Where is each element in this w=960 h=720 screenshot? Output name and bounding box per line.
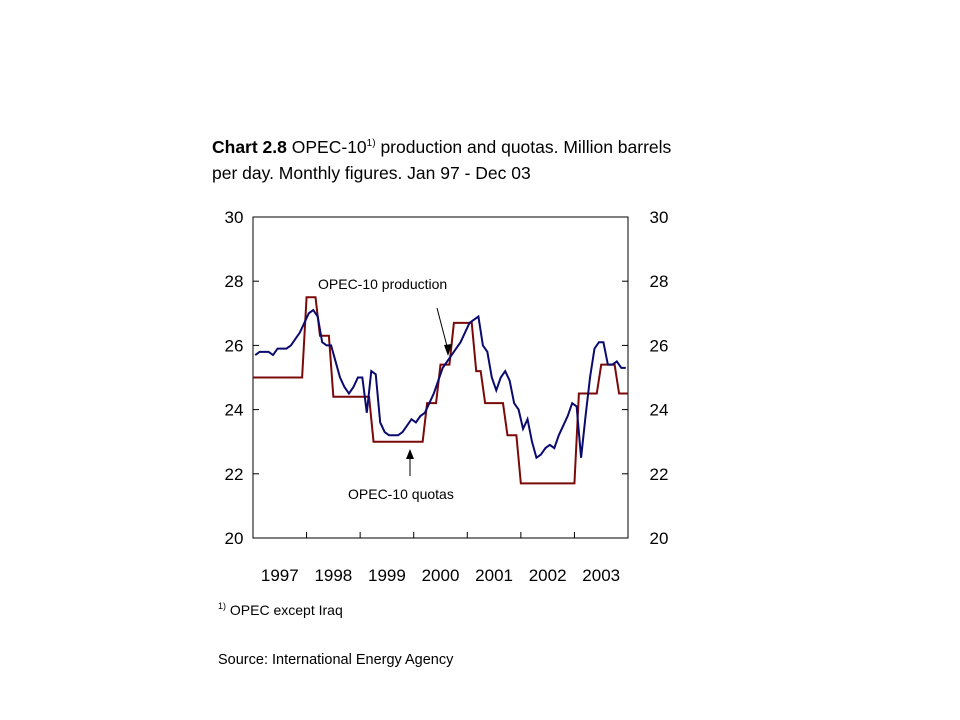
y-tick-label-right: 22 — [650, 465, 669, 484]
title-footnote-marker: 1) — [366, 138, 376, 149]
y-tick-label-left: 26 — [225, 336, 244, 355]
y-tick-label-right: 26 — [650, 336, 669, 355]
x-tick-label: 1998 — [314, 566, 352, 585]
x-tick-label: 1997 — [261, 566, 299, 585]
y-tick-label-right: 24 — [650, 401, 669, 420]
x-axis: 1997 1998 1999 2000 2001 2002 2003 — [261, 532, 620, 585]
x-tick-label: 2000 — [422, 566, 460, 585]
y-axis-right: 20 22 24 26 28 30 — [622, 208, 668, 548]
series-line-production — [254, 308, 626, 460]
chart-number: Chart 2.8 — [212, 137, 287, 157]
annotation-production: OPEC-10 production — [318, 276, 447, 292]
x-tick-label: 1999 — [368, 566, 406, 585]
y-tick-label-right: 20 — [650, 529, 669, 548]
x-tick-label: 2002 — [529, 566, 567, 585]
annotations: OPEC-10 production OPEC-10 quotas — [318, 276, 454, 502]
title-text: production and quotas. Million barrels p… — [212, 137, 672, 183]
y-tick-label-left: 30 — [225, 208, 244, 227]
annotation-arrowhead-quotas — [406, 449, 414, 459]
footnote: 1) OPEC except Iraq — [218, 601, 343, 619]
footnote-marker: 1) — [218, 601, 227, 611]
footnote-text: OPEC except Iraq — [229, 602, 343, 618]
x-tick-label: 2001 — [475, 566, 513, 585]
y-axis-left: 20 22 24 26 28 30 — [225, 208, 259, 548]
y-tick-label-right: 30 — [650, 208, 669, 227]
annotation-arrowhead-production — [444, 344, 452, 356]
title-prefix: OPEC-10 — [291, 137, 367, 157]
series-line-quotas — [253, 296, 628, 485]
x-tick-label: 2003 — [582, 566, 620, 585]
y-tick-label-left: 24 — [225, 401, 244, 420]
y-tick-label-right: 28 — [650, 272, 669, 291]
chart-title: Chart 2.8 OPEC-101) production and quota… — [212, 134, 692, 186]
y-tick-label-left: 22 — [225, 465, 244, 484]
source-note: Source: International Energy Agency — [218, 652, 454, 668]
y-tick-label-left: 20 — [225, 529, 244, 548]
y-tick-label-left: 28 — [225, 272, 244, 291]
annotation-arrow-production — [436, 307, 449, 351]
annotation-quotas: OPEC-10 quotas — [348, 486, 454, 502]
